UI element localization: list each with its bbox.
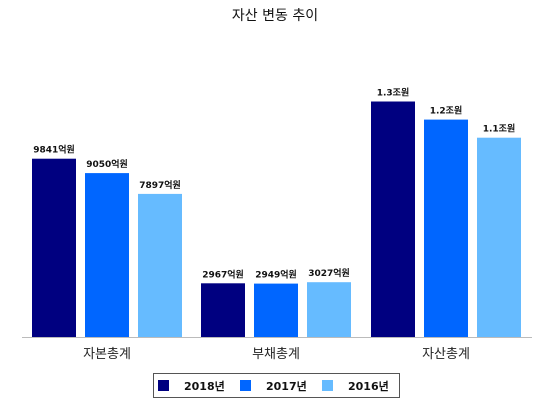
bar bbox=[85, 173, 129, 337]
data-label: 9841억원 bbox=[33, 144, 75, 156]
data-label: 9050억원 bbox=[86, 158, 128, 170]
bar bbox=[424, 119, 468, 337]
bar bbox=[254, 283, 298, 337]
bar bbox=[138, 193, 182, 337]
category-label: 자산총계 bbox=[422, 347, 470, 362]
legend-swatch bbox=[322, 380, 333, 391]
data-label: 1.2조원 bbox=[430, 105, 463, 117]
legend-swatch bbox=[240, 380, 251, 391]
legend-label: 2016년 bbox=[348, 379, 389, 393]
data-label: 3027억원 bbox=[308, 267, 350, 279]
category-labels: 자본총계 부채총계 자산총계 bbox=[83, 347, 470, 362]
bar bbox=[477, 137, 521, 337]
data-label: 2949억원 bbox=[255, 269, 297, 281]
category-label: 부채총계 bbox=[252, 347, 300, 362]
legend-label: 2018년 bbox=[184, 379, 225, 393]
bar bbox=[371, 101, 415, 337]
legend-label: 2017년 bbox=[266, 379, 307, 393]
bar bbox=[307, 282, 351, 337]
bar-group: 9841억원 9050억원 7897억원 2967억원 2949억원 3027억원 1.3조… bbox=[32, 87, 521, 338]
legend-swatch bbox=[158, 380, 169, 391]
data-label: 2967억원 bbox=[202, 268, 244, 280]
data-label: 7897억원 bbox=[139, 179, 181, 191]
legend-box bbox=[153, 373, 400, 398]
bar bbox=[201, 283, 245, 338]
data-label: 1.3조원 bbox=[377, 87, 410, 99]
chart-title: 자산 변동 추이 bbox=[232, 8, 318, 24]
bar bbox=[32, 158, 76, 337]
data-label: 1.1조원 bbox=[483, 123, 516, 135]
category-label: 자본총계 bbox=[83, 347, 131, 362]
legend: 2018년 2017년 2016년 bbox=[153, 373, 400, 398]
